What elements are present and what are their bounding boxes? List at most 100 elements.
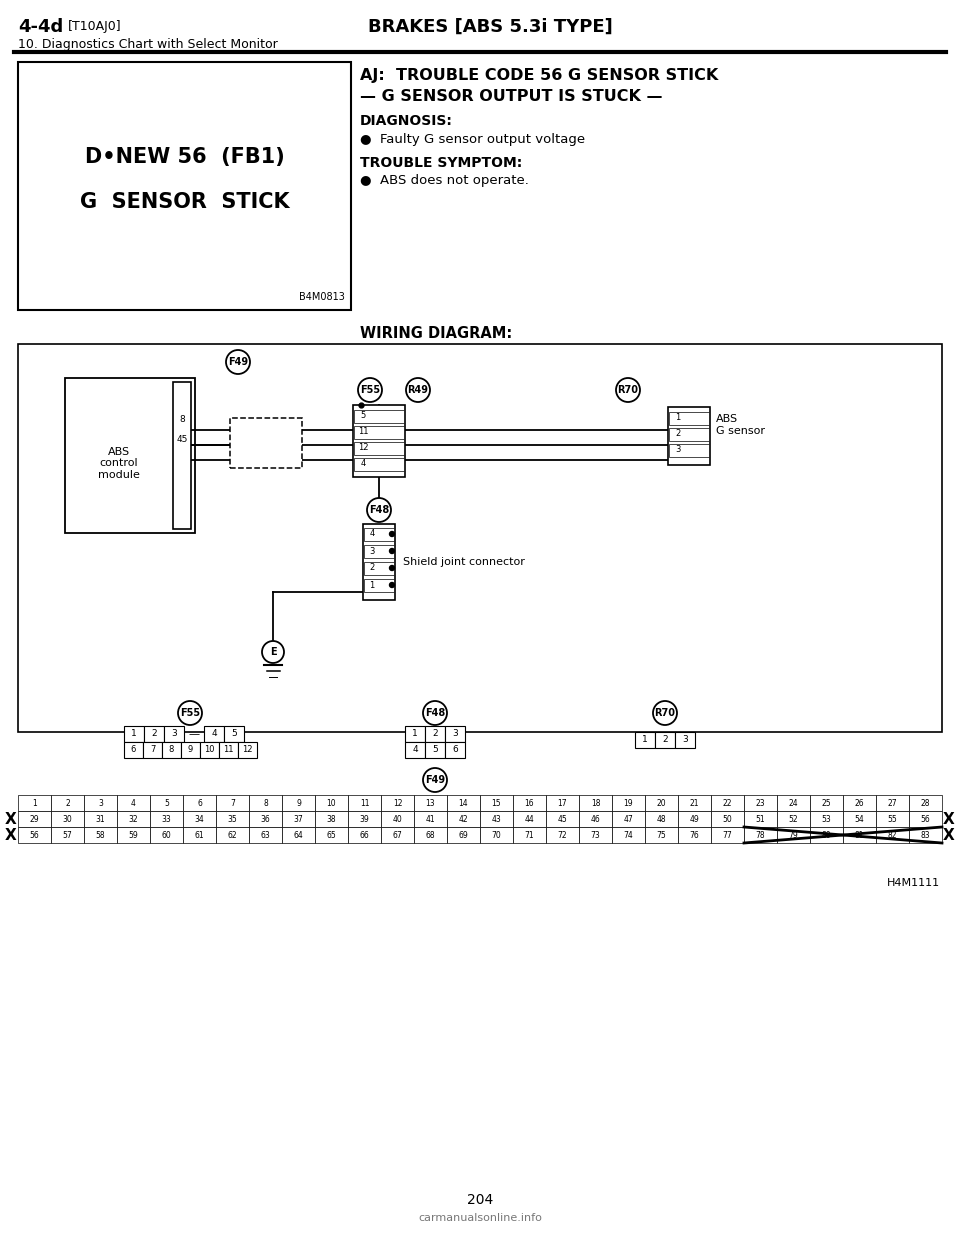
Bar — [876, 811, 909, 827]
Text: 30: 30 — [62, 815, 72, 823]
Text: 5: 5 — [231, 729, 237, 739]
Bar — [204, 727, 224, 741]
Text: F48: F48 — [425, 708, 445, 718]
Bar — [669, 412, 709, 425]
Text: 5: 5 — [360, 411, 366, 421]
Text: 2: 2 — [370, 564, 374, 573]
Bar — [414, 795, 447, 811]
Bar — [447, 811, 480, 827]
Text: 12: 12 — [393, 799, 402, 807]
Bar — [150, 811, 183, 827]
Bar — [117, 827, 150, 843]
Text: 46: 46 — [590, 815, 600, 823]
Bar — [354, 442, 404, 455]
Text: 11: 11 — [360, 799, 370, 807]
Text: — G SENSOR OUTPUT IS STUCK —: — G SENSOR OUTPUT IS STUCK — — [360, 89, 662, 104]
Bar — [144, 727, 164, 741]
Bar — [777, 795, 810, 811]
Bar — [668, 407, 710, 465]
Text: 3: 3 — [171, 729, 177, 739]
Bar — [711, 795, 744, 811]
Bar — [315, 811, 348, 827]
Text: ●  ABS does not operate.: ● ABS does not operate. — [360, 174, 529, 188]
Text: 204: 204 — [467, 1194, 493, 1207]
Text: 34: 34 — [195, 815, 204, 823]
Text: 9: 9 — [188, 745, 193, 754]
Text: 24: 24 — [789, 799, 799, 807]
Text: 15: 15 — [492, 799, 501, 807]
Bar — [744, 795, 777, 811]
Bar — [84, 795, 117, 811]
Text: 7: 7 — [150, 745, 156, 754]
Bar — [425, 727, 445, 741]
Bar — [414, 827, 447, 843]
Text: 10. Diagnostics Chart with Select Monitor: 10. Diagnostics Chart with Select Monito… — [18, 39, 277, 51]
Text: 3: 3 — [370, 546, 374, 555]
Text: 10: 10 — [204, 745, 215, 754]
Bar — [546, 795, 579, 811]
Text: 55: 55 — [888, 815, 898, 823]
Bar — [711, 811, 744, 827]
Text: D•NEW 56  (FB1): D•NEW 56 (FB1) — [84, 147, 284, 166]
Text: —: — — [188, 729, 200, 739]
Text: 4: 4 — [370, 529, 374, 539]
Text: 78: 78 — [756, 831, 765, 840]
Text: 73: 73 — [590, 831, 600, 840]
Bar — [348, 811, 381, 827]
Text: 5: 5 — [432, 745, 438, 754]
Bar — [84, 811, 117, 827]
Bar — [843, 827, 876, 843]
Bar — [354, 410, 404, 424]
Bar — [348, 827, 381, 843]
Bar — [282, 795, 315, 811]
Text: 71: 71 — [525, 831, 535, 840]
Text: 22: 22 — [723, 799, 732, 807]
Bar — [315, 795, 348, 811]
Bar — [363, 524, 395, 600]
Bar — [777, 827, 810, 843]
Text: 32: 32 — [129, 815, 138, 823]
Bar — [124, 727, 144, 741]
Bar — [447, 795, 480, 811]
Text: 2: 2 — [432, 729, 438, 739]
Text: 65: 65 — [326, 831, 336, 840]
Text: 13: 13 — [425, 799, 435, 807]
Circle shape — [390, 565, 395, 570]
Text: 9: 9 — [296, 799, 300, 807]
Circle shape — [653, 700, 677, 725]
Text: WIRING DIAGRAM:: WIRING DIAGRAM: — [360, 325, 513, 342]
Bar — [612, 811, 645, 827]
Text: Shield joint connector: Shield joint connector — [403, 556, 525, 568]
Bar — [810, 811, 843, 827]
Text: X: X — [943, 827, 955, 842]
Bar — [354, 426, 404, 438]
Bar — [513, 811, 546, 827]
Text: 45: 45 — [177, 436, 188, 445]
Bar — [224, 727, 244, 741]
Text: 8: 8 — [169, 745, 174, 754]
Bar — [364, 545, 394, 558]
Bar — [249, 811, 282, 827]
Text: 10: 10 — [326, 799, 336, 807]
Bar — [348, 795, 381, 811]
Text: 23: 23 — [756, 799, 765, 807]
Text: 6: 6 — [197, 799, 202, 807]
Text: R70: R70 — [617, 385, 638, 395]
Bar — [18, 811, 51, 827]
Text: 3: 3 — [98, 799, 103, 807]
Bar — [219, 741, 238, 758]
Text: [T10AJ0]: [T10AJ0] — [68, 20, 122, 34]
Text: 63: 63 — [260, 831, 271, 840]
Bar — [18, 344, 942, 732]
Circle shape — [390, 532, 395, 537]
Text: 57: 57 — [62, 831, 72, 840]
Text: 64: 64 — [294, 831, 303, 840]
Bar — [18, 62, 351, 310]
Text: 45: 45 — [558, 815, 567, 823]
Text: 1: 1 — [370, 580, 374, 590]
Bar — [810, 795, 843, 811]
Circle shape — [178, 700, 202, 725]
Bar — [480, 795, 513, 811]
Text: ABS
control
module: ABS control module — [98, 447, 140, 481]
Text: 50: 50 — [723, 815, 732, 823]
